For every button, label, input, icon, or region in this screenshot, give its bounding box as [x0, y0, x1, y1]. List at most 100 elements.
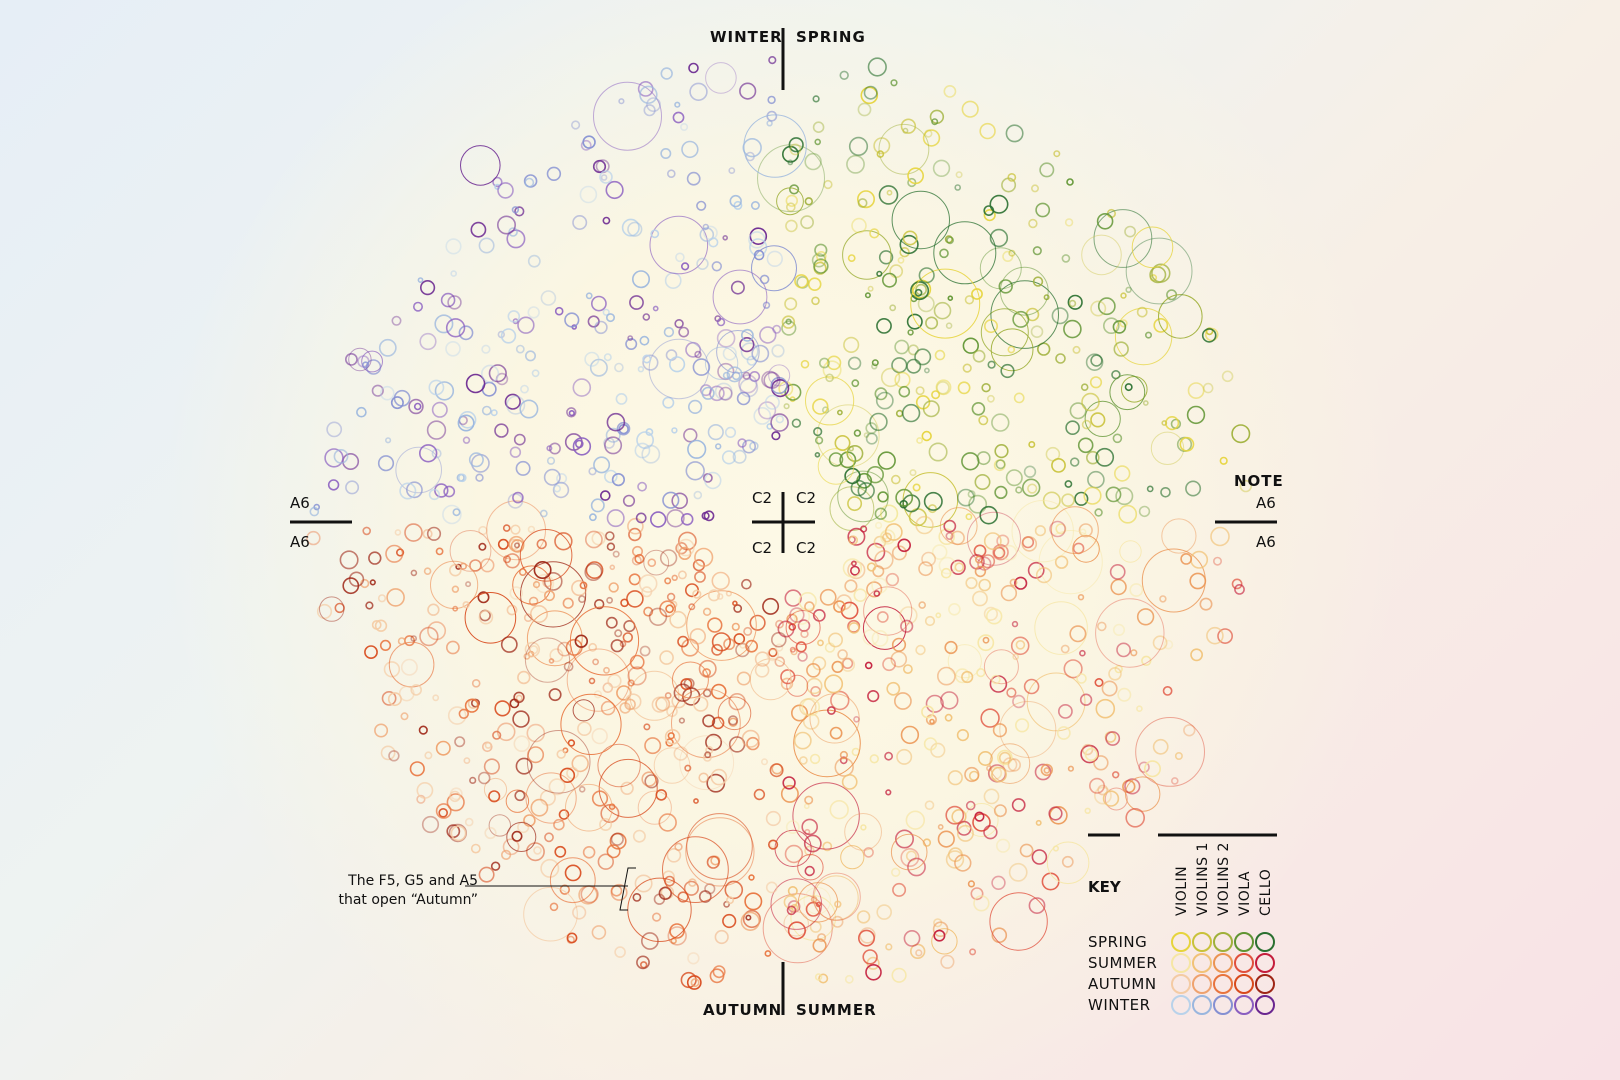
- note-point: [1138, 505, 1151, 518]
- note-point: [814, 451, 821, 458]
- note-point: [527, 746, 545, 764]
- note-point: [770, 376, 788, 395]
- label-winter-top: WINTER: [710, 28, 783, 46]
- note-point: [398, 685, 415, 702]
- note-point: [1079, 693, 1093, 706]
- note-point: [620, 781, 634, 795]
- note-point: [842, 558, 863, 578]
- note-point: [566, 766, 579, 780]
- note-point: [463, 757, 471, 764]
- note-point: [885, 789, 892, 796]
- note-point: [533, 846, 542, 855]
- note-point: [1201, 328, 1217, 343]
- note-point: [496, 215, 516, 235]
- note-point: [1019, 843, 1034, 858]
- note-point: [989, 743, 1031, 784]
- note-point: [405, 481, 423, 499]
- note-point: [548, 442, 561, 455]
- note-point: [416, 794, 426, 804]
- note-point: [1085, 353, 1104, 372]
- note-point: [1102, 790, 1120, 807]
- legend-swatch: [1171, 974, 1191, 994]
- note-point: [862, 606, 907, 650]
- note-point: [937, 830, 955, 848]
- note-point: [1186, 405, 1206, 425]
- note-point: [841, 657, 854, 670]
- note-point: [864, 661, 873, 670]
- note-point: [907, 857, 926, 877]
- note-point: [492, 730, 502, 740]
- note-point: [344, 352, 358, 366]
- note-point: [848, 535, 859, 546]
- note-point: [1125, 807, 1145, 828]
- note-point: [643, 723, 651, 731]
- note-point: [572, 437, 592, 456]
- note-point: [711, 716, 725, 730]
- note-point: [1114, 664, 1123, 674]
- note-point: [788, 184, 800, 195]
- note-point: [693, 490, 703, 500]
- note-point: [631, 555, 642, 566]
- note-point: [639, 335, 650, 346]
- note-point: [718, 386, 733, 401]
- note-point: [742, 909, 762, 929]
- note-point: [642, 313, 651, 321]
- note-point: [892, 882, 907, 897]
- note-point: [1066, 178, 1074, 186]
- note-point: [925, 316, 939, 330]
- note-point: [692, 559, 706, 572]
- note-point: [1048, 806, 1063, 821]
- note-point: [939, 507, 978, 545]
- note-point: [591, 790, 609, 807]
- note-point: [462, 601, 470, 609]
- note-point: [944, 713, 953, 722]
- note-point: [412, 301, 423, 312]
- note-point: [704, 471, 722, 490]
- note-point: [967, 490, 976, 499]
- note-point: [570, 120, 581, 130]
- note-point: [842, 230, 892, 280]
- note-point: [1011, 798, 1026, 812]
- note-point: [761, 370, 779, 389]
- note-point: [671, 492, 689, 510]
- note-point: [918, 267, 935, 284]
- note-point: [510, 539, 525, 553]
- note-point: [609, 564, 616, 571]
- note-point: [659, 549, 678, 567]
- note-point: [753, 788, 766, 801]
- note-point: [693, 798, 699, 804]
- note-point: [760, 758, 768, 766]
- note-point: [390, 396, 404, 410]
- note-point: [866, 581, 883, 598]
- note-point: [916, 437, 923, 444]
- note-point: [736, 671, 751, 686]
- note-point: [1034, 601, 1088, 655]
- note-point: [578, 595, 586, 603]
- note-point: [319, 596, 345, 622]
- note-point: [825, 373, 834, 383]
- note-point: [895, 409, 904, 418]
- note-point: [768, 55, 777, 65]
- note-point: [636, 955, 650, 970]
- note-point: [671, 661, 709, 699]
- note-point: [983, 788, 1000, 805]
- note-point: [1160, 486, 1171, 498]
- note-point: [813, 427, 823, 437]
- note-point: [768, 647, 778, 658]
- legend-swatch: [1255, 995, 1275, 1015]
- note-point: [813, 875, 859, 921]
- note-point: [923, 491, 943, 511]
- note-point: [786, 905, 797, 916]
- note-point: [714, 929, 729, 945]
- note-point: [410, 635, 418, 642]
- note-point: [564, 312, 580, 328]
- note-point: [1060, 644, 1070, 654]
- note-point: [800, 215, 814, 230]
- note-point: [612, 550, 620, 558]
- data-points: [306, 55, 1253, 990]
- note-point: [969, 948, 977, 956]
- note-point: [1162, 686, 1173, 696]
- note-point: [699, 227, 715, 242]
- note-point: [519, 399, 539, 419]
- note-point: [739, 378, 759, 398]
